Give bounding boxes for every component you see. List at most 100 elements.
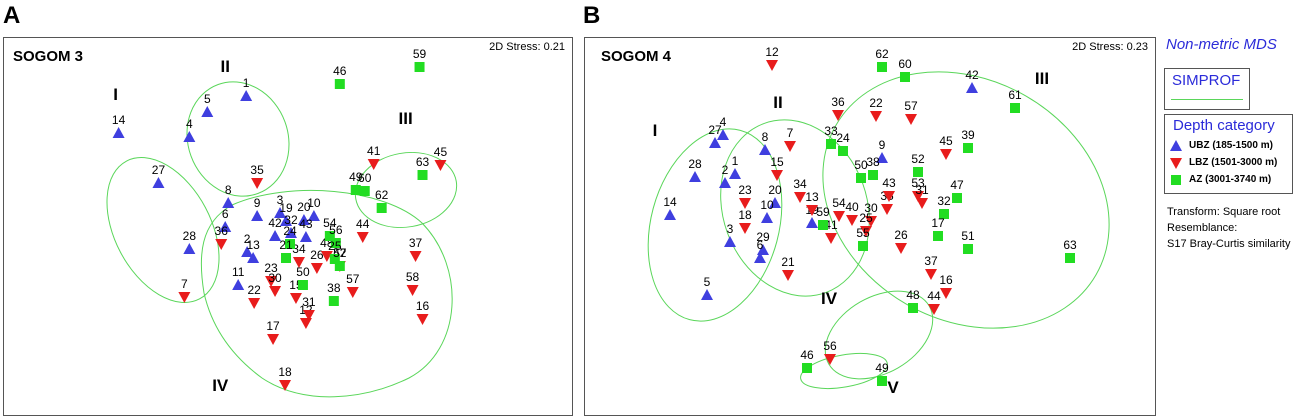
point-az-49	[877, 376, 887, 386]
plot-title-b: SOGOM 4	[601, 48, 672, 65]
point-lbz-35	[881, 204, 893, 215]
point-label-28: 28	[183, 229, 197, 243]
point-label-10: 10	[760, 198, 774, 212]
point-lbz-54	[833, 211, 845, 222]
point-label-37: 37	[924, 254, 938, 268]
point-label-30: 30	[268, 271, 282, 285]
point-az-33	[826, 139, 836, 149]
scatter-plot-b: 2748281214201032965429191271523182136225…	[647, 45, 1110, 397]
point-lbz-25	[860, 226, 872, 237]
point-lbz-37	[409, 251, 422, 262]
point-label-19: 19	[279, 201, 293, 215]
point-az-48	[908, 303, 918, 313]
point-label-2: 2	[722, 163, 729, 177]
point-label-57: 57	[346, 272, 360, 286]
point-label-62: 62	[875, 47, 889, 61]
point-label-13: 13	[246, 238, 260, 252]
point-label-10: 10	[307, 196, 321, 210]
point-label-5: 5	[204, 92, 211, 106]
cluster-label-v: V	[887, 378, 899, 397]
point-ubz-5	[701, 289, 713, 300]
point-label-34: 34	[793, 177, 807, 191]
point-az-24	[838, 146, 848, 156]
point-label-32: 32	[937, 194, 951, 208]
point-label-33: 33	[824, 124, 838, 138]
point-label-30: 30	[864, 201, 878, 215]
point-ubz-42	[966, 82, 978, 93]
point-ubz-10	[761, 212, 773, 223]
point-label-44: 44	[356, 217, 370, 231]
point-lbz-40	[846, 215, 858, 226]
note-transform: Transform: Square root	[1167, 206, 1281, 218]
point-az-60	[359, 186, 370, 196]
simprof-label: SIMPROF	[1172, 72, 1241, 89]
simprof-legend: SIMPROF	[1164, 68, 1250, 110]
point-ubz-2	[719, 177, 731, 188]
point-ubz-4	[183, 131, 196, 142]
point-label-52: 52	[911, 152, 925, 166]
cluster-outline-iii	[822, 71, 1110, 329]
note-similarity: S17 Bray-Curtis similarity	[1167, 238, 1291, 250]
point-label-56: 56	[329, 223, 343, 237]
point-az-63	[1065, 253, 1075, 263]
point-ubz-13	[247, 252, 260, 263]
point-label-49: 49	[349, 170, 363, 184]
point-az-59	[818, 220, 828, 230]
point-label-17: 17	[931, 216, 945, 230]
point-lbz-15	[771, 170, 783, 181]
point-ubz-6	[219, 221, 232, 232]
point-lbz-12	[766, 60, 778, 71]
point-label-18: 18	[738, 208, 752, 222]
point-label-16: 16	[416, 299, 430, 313]
cluster-outline-v	[800, 352, 888, 390]
point-ubz-28	[689, 171, 701, 182]
point-label-45: 45	[434, 145, 448, 159]
point-lbz-58	[406, 285, 419, 296]
point-label-22: 22	[247, 283, 261, 297]
point-label-58: 58	[406, 270, 420, 284]
point-lbz-41	[367, 159, 380, 170]
point-label-28: 28	[688, 157, 702, 171]
point-label-35: 35	[250, 163, 264, 177]
point-az-24	[284, 239, 295, 249]
plot-panel-b: SOGOM 4 2D Stress: 0.23 27 4 8 28 1 2 14 20 10 3 2…	[584, 37, 1156, 416]
point-label-42: 42	[965, 68, 979, 82]
point-lbz-16	[416, 314, 429, 325]
point-lbz-37	[925, 269, 937, 280]
point-label-34: 34	[292, 242, 306, 256]
point-label-27: 27	[708, 123, 722, 137]
point-lbz-12	[299, 318, 312, 329]
point-label-3: 3	[277, 193, 284, 207]
plot-panel-a: SOGOM 3 2D Stress: 0.21 14 5 1 4 27 8 6 9 3 19 20 1…	[3, 37, 573, 416]
panel-letter-a: A	[3, 2, 21, 29]
point-label-9: 9	[879, 138, 886, 152]
cluster-outline-ii	[186, 81, 290, 197]
point-ubz-19	[806, 217, 818, 228]
point-ubz-28	[183, 243, 196, 254]
point-az-63	[417, 170, 428, 180]
point-label-23: 23	[264, 261, 278, 275]
point-label-47: 47	[950, 178, 964, 192]
point-lbz-31	[302, 310, 315, 321]
point-label-25: 25	[859, 211, 873, 225]
legend-label-az: AZ (3001-3740 m)	[1189, 174, 1272, 185]
point-label-14: 14	[112, 113, 126, 127]
point-lbz-36	[215, 239, 228, 250]
point-ubz-14	[112, 127, 125, 138]
cluster-label-i: I	[653, 121, 658, 140]
point-az-61	[1010, 103, 1020, 113]
point-lbz-45	[434, 160, 447, 171]
point-ubz-20	[769, 197, 781, 208]
point-label-5: 5	[704, 275, 711, 289]
point-label-12: 12	[765, 45, 779, 59]
legend-title: Depth category	[1173, 117, 1275, 134]
cluster-label-iii: III	[1035, 69, 1049, 88]
panel-letter-b: B	[583, 2, 601, 29]
point-label-46: 46	[333, 64, 347, 78]
point-ubz-8	[759, 144, 771, 155]
point-label-2: 2	[244, 232, 251, 246]
point-ubz-8	[222, 197, 235, 208]
point-label-25: 25	[328, 239, 342, 253]
mds-title: Non-metric MDS	[1166, 36, 1277, 53]
point-ubz-32	[284, 227, 297, 238]
